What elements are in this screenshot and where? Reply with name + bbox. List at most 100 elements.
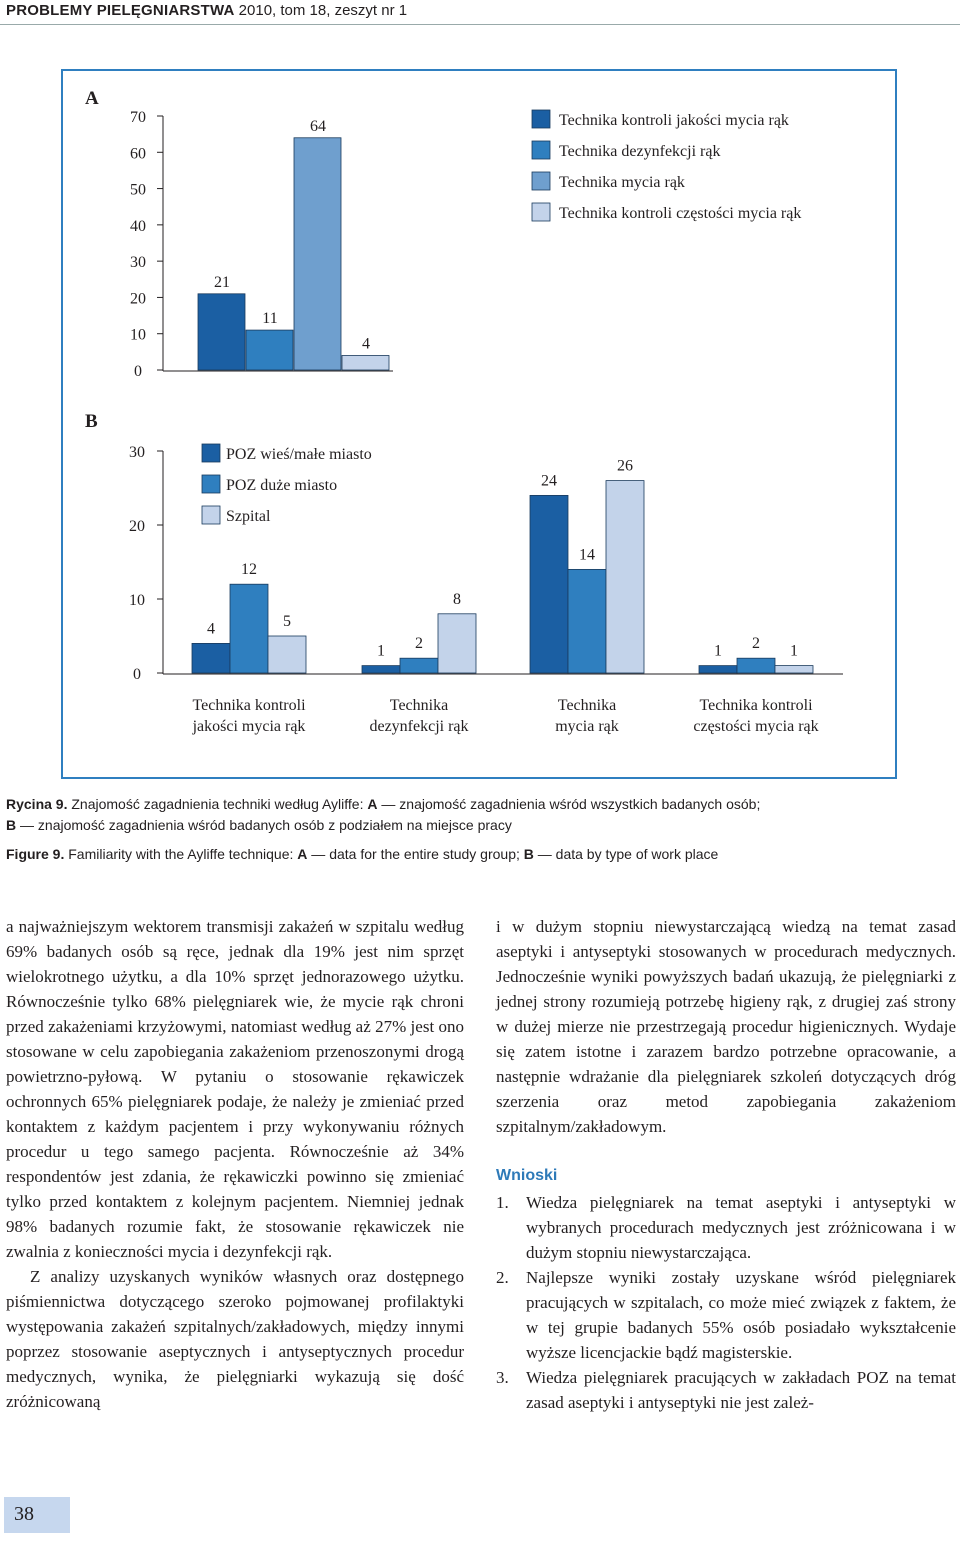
legend-label-b: POZ duże miasto	[226, 477, 337, 494]
data-label-a: 64	[310, 118, 326, 135]
legend-swatch-b	[201, 474, 221, 494]
data-label-b: 2	[415, 635, 423, 652]
list-item: 1. Wiedza pielęgniarek na temat aseptyki …	[496, 1190, 956, 1265]
caption-pl-a-text: — znajomość zagadnienia wśród wszystkich…	[377, 796, 761, 812]
caption-en-b: B	[523, 846, 534, 862]
data-label-a: 11	[262, 310, 277, 327]
y-tick-label: 30	[129, 444, 145, 461]
page-number: 38	[4, 1497, 70, 1533]
panel-label-b: B	[85, 411, 98, 432]
category-label-b: Technika	[390, 697, 448, 714]
legend-swatch-b	[201, 443, 221, 463]
data-label-b: 1	[377, 643, 385, 660]
y-tick-label: 30	[130, 254, 146, 271]
legend-swatch-a	[531, 109, 551, 129]
data-label-b: 24	[541, 472, 557, 489]
list-item: 2. Najlepsze wyniki zostały uzyskane wśró…	[496, 1265, 956, 1365]
data-label-b: 12	[241, 561, 257, 578]
y-tick-label: 20	[129, 518, 145, 535]
bar-b	[267, 635, 307, 674]
y-tick-label: 20	[130, 290, 146, 307]
running-head: PROBLEMY PIELĘGNIARSTWA 2010, tom 18, ze…	[6, 2, 407, 19]
category-label-b: jakości mycia rąk	[192, 718, 306, 735]
data-label-b: 2	[752, 635, 760, 652]
legend-swatch-a	[531, 202, 551, 222]
data-label-b: 26	[617, 458, 633, 475]
category-label-b: Technika kontroli	[699, 697, 813, 714]
category-label-b: dezynfekcji rąk	[369, 718, 468, 735]
category-label-b: Technika kontroli	[192, 697, 306, 714]
bar-a	[341, 355, 390, 371]
bar-b	[229, 583, 269, 674]
legend-label-b: POZ wieś/małe miasto	[226, 446, 372, 463]
list-text: Najlepsze wyniki zostały uzyskane wśród …	[526, 1268, 956, 1362]
caption-en-b-text: — data by type of work place	[533, 846, 719, 862]
bar-b	[774, 665, 814, 674]
bar-a	[245, 329, 294, 371]
caption-en-a-text: — data for the entire study group;	[307, 846, 524, 862]
caption-en-a: A	[297, 846, 308, 862]
data-label-b: 4	[207, 620, 215, 637]
category-label-b: mycia rąk	[555, 718, 619, 735]
y-tick-label: 10	[129, 592, 145, 609]
caption-pl-label: Rycina 9.	[6, 796, 68, 812]
bar-b	[437, 613, 477, 674]
bar-b	[529, 494, 569, 674]
bar-b	[191, 643, 231, 674]
y-tick-label: 0	[134, 363, 142, 380]
legend-label-b: Szpital	[226, 508, 271, 525]
category-label-b: częstości mycia rąk	[693, 718, 818, 735]
list-number: 2.	[496, 1268, 509, 1287]
data-label-b: 14	[579, 546, 595, 563]
data-label-a: 21	[214, 274, 230, 291]
y-tick-label: 10	[130, 327, 146, 344]
figure-frame: A 0 10 20 30 40 50 60 70 21 11 64 4 Technika kontroli…	[61, 69, 897, 779]
bar-b	[399, 657, 439, 674]
header-rule	[0, 24, 960, 25]
panel-label-a: A	[85, 88, 99, 109]
right-column: i w dużym stopniu niewystarczającą wiedz…	[496, 914, 956, 1415]
y-tick-label: 60	[130, 145, 146, 162]
caption-pl-a: A	[367, 796, 378, 812]
bar-a	[293, 137, 342, 371]
data-label-b: 8	[453, 591, 461, 608]
bar-a	[197, 293, 246, 371]
caption-polish: Rycina 9. Znajomość zagadnienia techniki…	[6, 794, 906, 836]
legend-label-a: Technika kontroli częstości mycia rąk	[559, 205, 801, 222]
bar-b	[605, 480, 645, 674]
legend-swatch-a	[531, 140, 551, 160]
bar-b	[567, 568, 607, 674]
caption-pl-b: B	[6, 817, 17, 833]
journal-name: PROBLEMY PIELĘGNIARSTWA	[6, 2, 235, 19]
issue-info: 2010, tom 18, zeszyt nr 1	[234, 2, 408, 19]
body-paragraph: Z analizy uzyskanych wyników własnych or…	[6, 1267, 464, 1411]
bar-b	[361, 665, 401, 674]
legend-swatch-a	[531, 171, 551, 191]
bar-b	[736, 657, 776, 674]
body-paragraph: i w dużym stopniu niewystarczającą wiedz…	[496, 917, 956, 1136]
left-column: a najważniejszym wektorem transmisji zak…	[6, 914, 464, 1414]
list-number: 1.	[496, 1193, 509, 1212]
y-tick-label: 40	[130, 218, 146, 235]
body-paragraph: a najważniejszym wektorem transmisji zak…	[6, 917, 464, 1261]
caption-en-label: Figure 9.	[6, 846, 65, 862]
conclusions-list: 1. Wiedza pielęgniarek na temat aseptyki …	[496, 1190, 956, 1415]
category-label-b: Technika	[558, 697, 616, 714]
list-number: 3.	[496, 1368, 509, 1387]
legend-label-a: Technika dezynfekcji rąk	[559, 143, 720, 160]
bar-b	[698, 665, 738, 674]
list-text: Wiedza pielęgniarek na temat aseptyki i …	[526, 1193, 956, 1262]
caption-pl-text: Znajomość zagadnienia techniki według Ay…	[67, 796, 368, 812]
caption-pl-b-text: — znajomość zagadnienia wśród badanych o…	[16, 817, 512, 833]
data-label-b: 1	[790, 643, 798, 660]
legend-label-a: Technika kontroli jakości mycia rąk	[559, 112, 789, 129]
y-tick-label: 70	[130, 109, 146, 126]
section-heading: Wnioski	[496, 1167, 558, 1184]
data-label-b: 1	[714, 643, 722, 660]
data-label-b: 5	[283, 613, 291, 630]
caption-english: Figure 9. Familiarity with the Ayliffe t…	[6, 844, 906, 865]
list-text: Wiedza pielęgniarek pracujących w zakład…	[526, 1368, 956, 1412]
legend-label-a: Technika mycia rąk	[559, 174, 685, 191]
y-tick-label: 0	[133, 666, 141, 683]
